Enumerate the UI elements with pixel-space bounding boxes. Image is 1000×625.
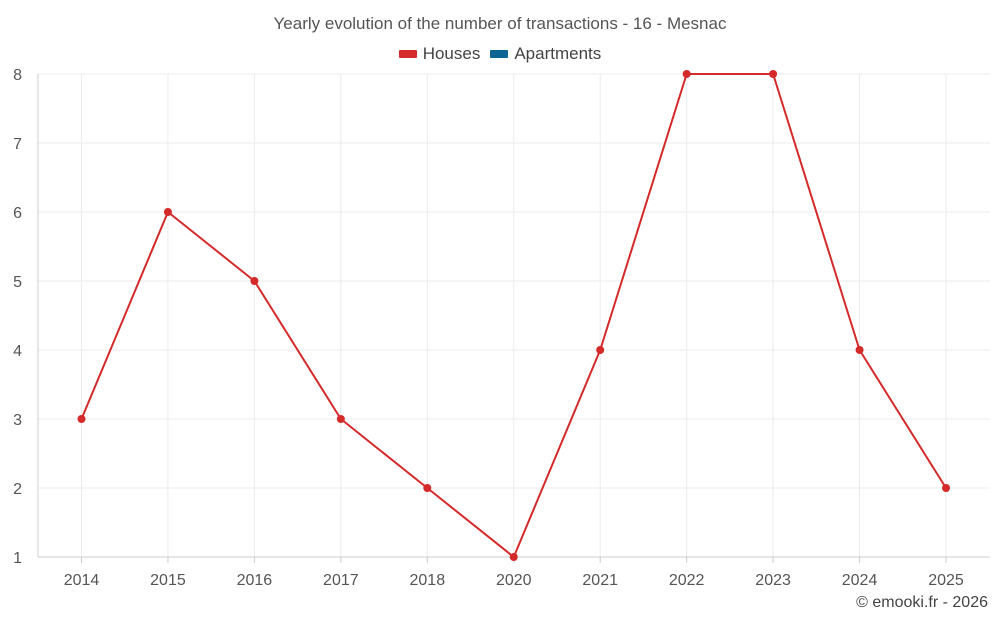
y-tick-label-6: 6 (13, 205, 22, 222)
copyright-credit: © emooki.fr - 2026 (856, 594, 988, 611)
y-tick-label-4: 4 (13, 343, 22, 360)
x-tick-label-2025: 2025 (928, 572, 964, 589)
legend-swatch-houses (398, 50, 417, 58)
y-tick-label-3: 3 (13, 412, 22, 429)
data-point-houses-2015 (163, 208, 172, 216)
x-tick-label-2018: 2018 (410, 572, 446, 589)
legend-label-houses: Houses (422, 44, 481, 63)
legend-item-apartments[interactable]: Apartments (490, 44, 601, 64)
y-tick-label-8: 8 (13, 67, 22, 84)
x-tick-label-2024: 2024 (842, 572, 878, 589)
y-tick-label-5: 5 (13, 274, 22, 291)
x-tick-label-2014: 2014 (64, 572, 100, 589)
y-tick-label-7: 7 (13, 136, 22, 153)
y-tick-label-1: 1 (13, 550, 22, 567)
legend-label-apartments: Apartments (514, 44, 602, 63)
legend-swatch-apartments (490, 50, 509, 58)
data-point-houses-2020 (509, 553, 518, 561)
x-tick-label-2023: 2023 (755, 572, 791, 589)
data-point-houses-2021 (596, 346, 605, 354)
data-point-houses-2024 (855, 346, 864, 354)
chart-legend: Houses Apartments (0, 44, 1000, 64)
x-tick-label-2022: 2022 (669, 572, 705, 589)
legend-item-houses[interactable]: Houses (398, 44, 481, 64)
data-point-houses-2017 (336, 415, 345, 423)
x-tick-label-2021: 2021 (582, 572, 618, 589)
data-point-houses-2016 (250, 277, 259, 285)
data-point-houses-2022 (682, 70, 691, 78)
chart-title: Yearly evolution of the number of transa… (273, 14, 727, 33)
data-point-houses-2023 (769, 70, 778, 78)
data-point-houses-2018 (423, 484, 432, 492)
data-point-houses-2025 (942, 484, 950, 492)
x-tick-label-2016: 2016 (237, 572, 273, 589)
x-tick-label-2015: 2015 (150, 572, 186, 589)
data-point-houses-2014 (77, 415, 86, 423)
x-tick-label-2017: 2017 (323, 572, 359, 589)
y-tick-label-2: 2 (13, 481, 22, 498)
x-tick-label-2020: 2020 (496, 572, 532, 589)
